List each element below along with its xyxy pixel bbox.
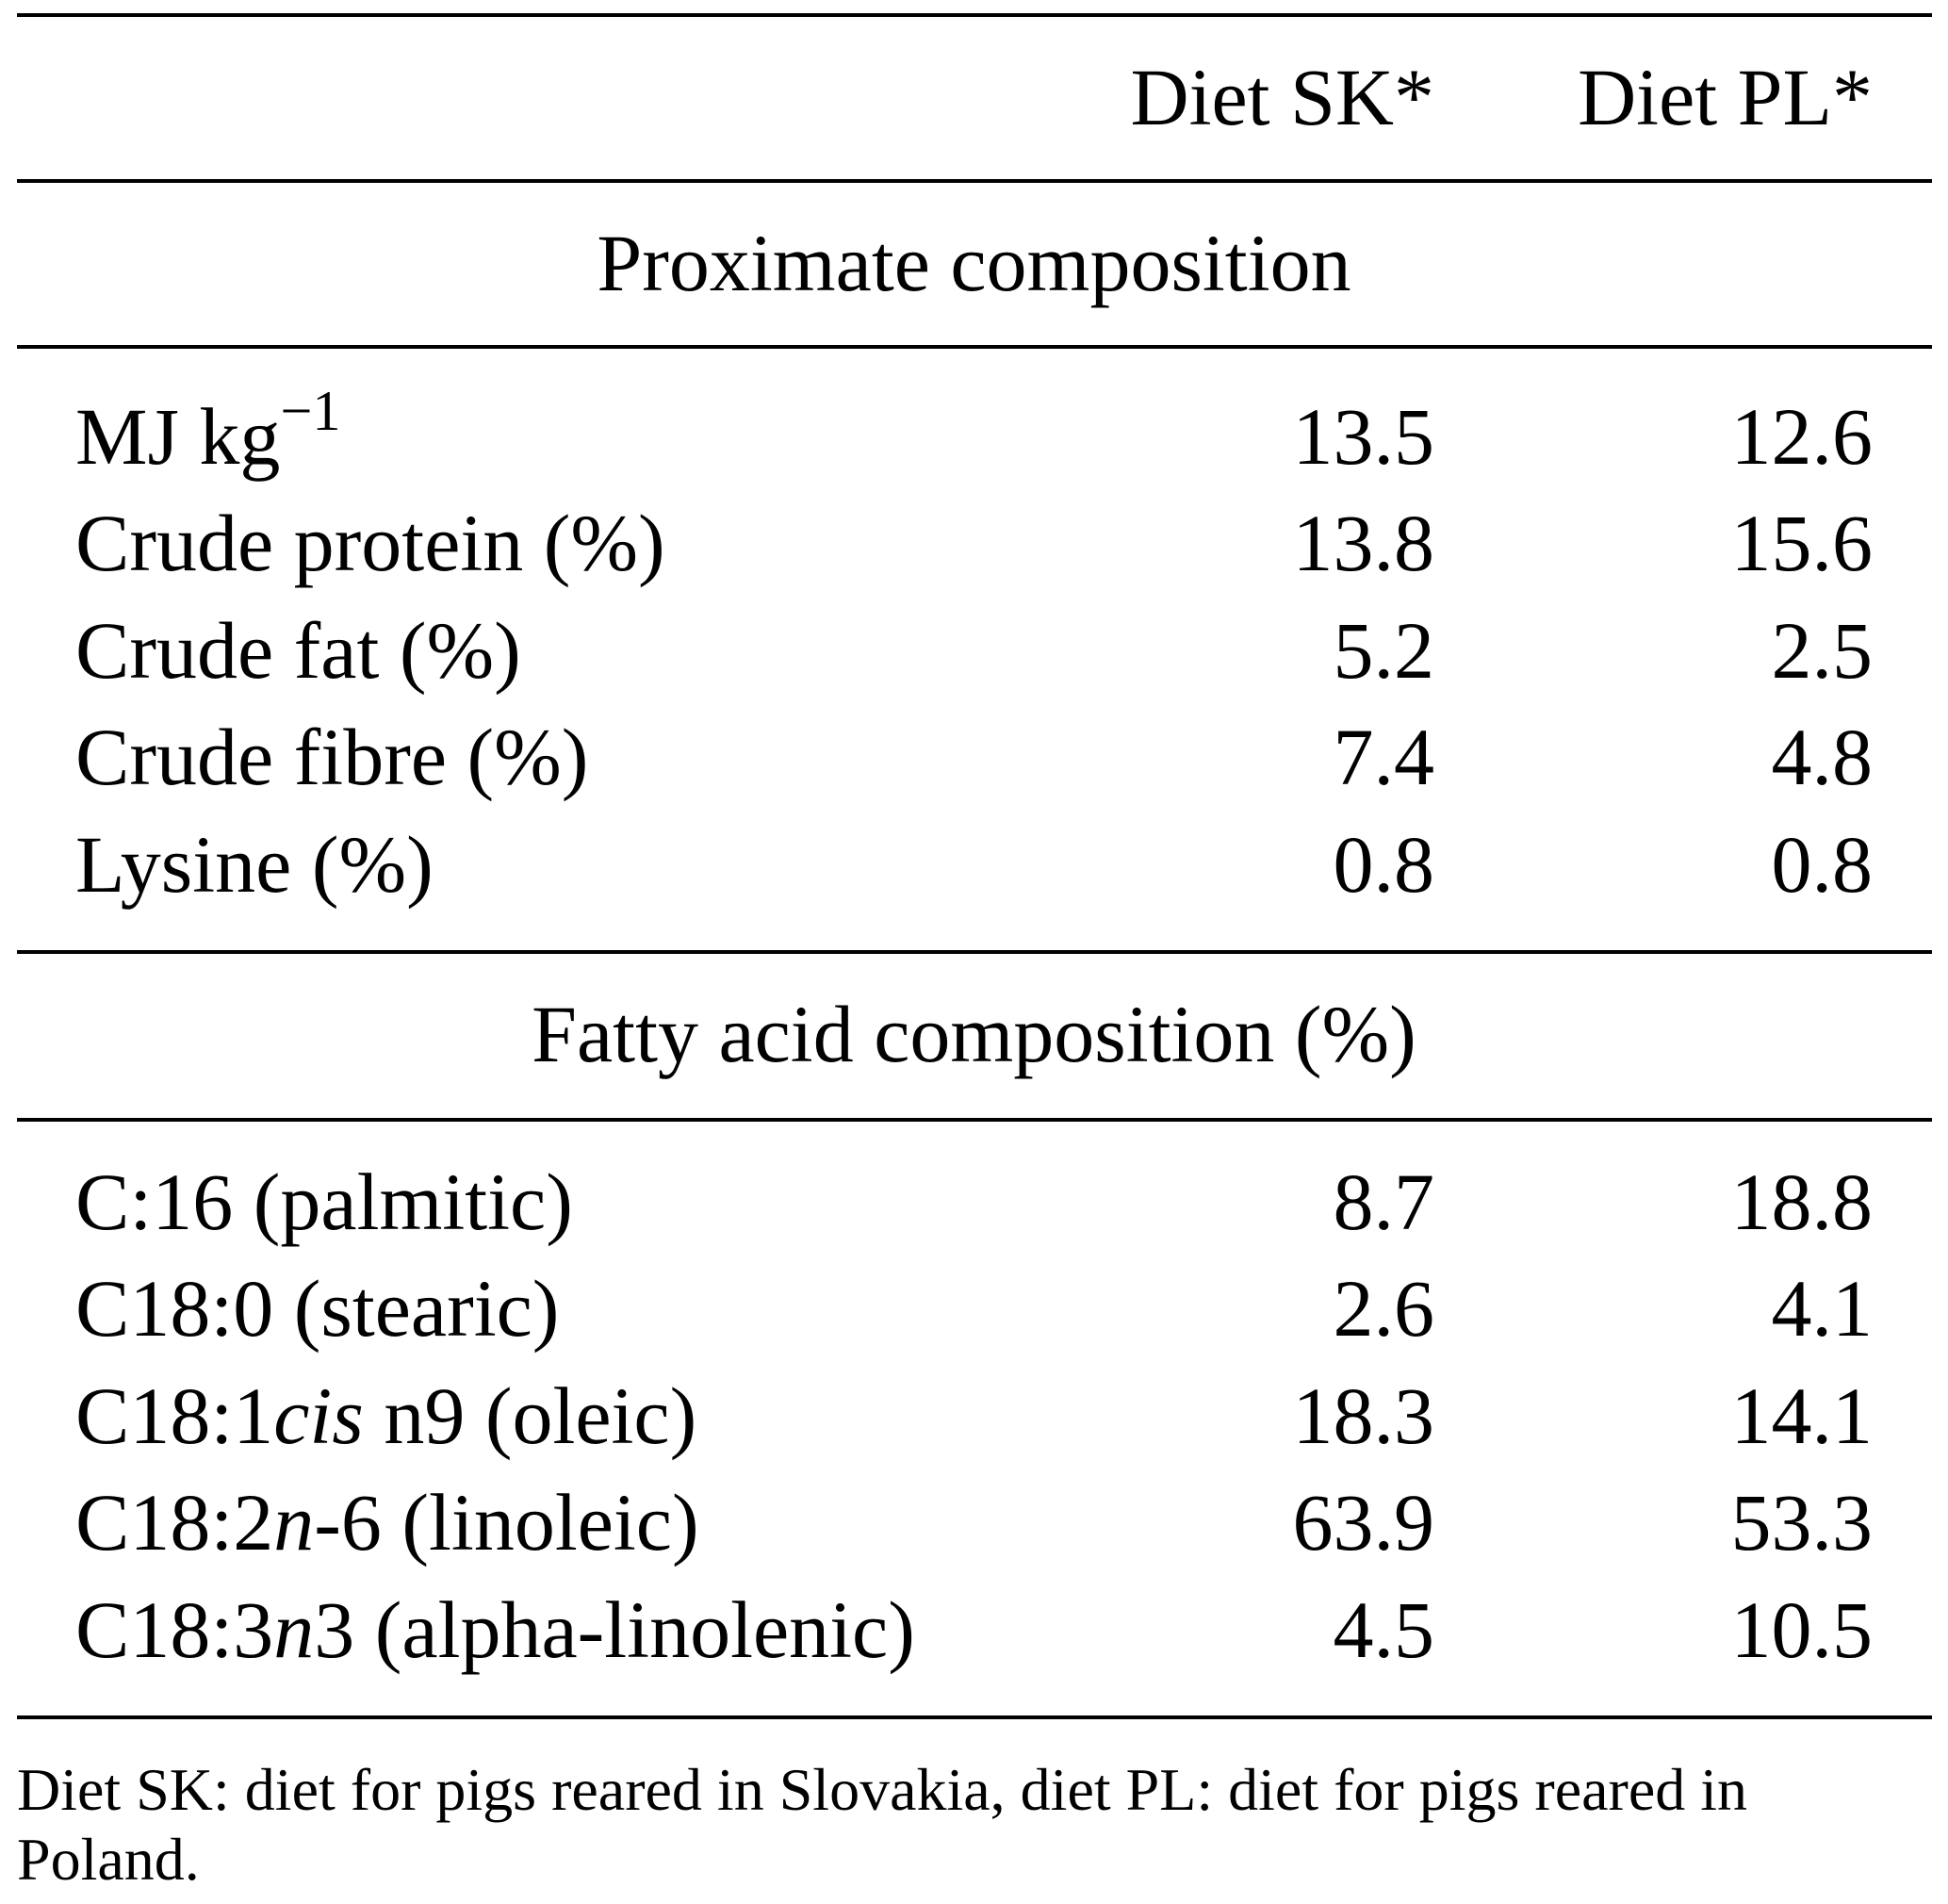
section-title-fatty-acid: Fatty acid composition (%): [532, 989, 1416, 1079]
row-label: MJ kg−1: [75, 379, 341, 482]
row-label: C18:2n-6 (linoleic): [75, 1477, 699, 1568]
value-diet-sk: 4.5: [1333, 1584, 1435, 1675]
value-diet-sk: 5.2: [1333, 605, 1435, 696]
row-label: C18:3n3 (alpha-linolenic): [75, 1584, 915, 1675]
value-diet-pl: 18.8: [1730, 1157, 1874, 1247]
value-diet-pl: 2.5: [1771, 605, 1874, 696]
row-label: Crude fibre (%): [75, 712, 589, 802]
value-diet-pl: 53.3: [1730, 1477, 1874, 1568]
column-header-diet-sk: Diet SK*: [1130, 52, 1435, 142]
table-bottom-rule: [17, 1715, 1932, 1719]
section-title-proximate: Proximate composition: [597, 218, 1351, 308]
section-2-top-rule: [17, 950, 1932, 954]
value-diet-sk: 13.8: [1292, 498, 1435, 588]
value-diet-pl: 4.8: [1771, 712, 1874, 802]
row-label: Crude protein (%): [75, 498, 665, 588]
section-2-title-rule: [17, 1118, 1932, 1122]
column-header-diet-pl: Diet PL*: [1578, 52, 1873, 142]
table-top-rule: [17, 13, 1932, 17]
section-1-title-rule: [17, 345, 1932, 349]
row-label: C:16 (palmitic): [75, 1157, 573, 1247]
header-bottom-rule: [17, 179, 1932, 183]
value-diet-sk: 18.3: [1292, 1371, 1435, 1461]
value-diet-pl: 12.6: [1730, 391, 1874, 482]
table-footnote: Diet SK: diet for pigs reared in Slovaki…: [17, 1756, 1747, 1894]
value-diet-sk: 7.4: [1333, 712, 1435, 802]
value-diet-pl: 10.5: [1730, 1584, 1874, 1675]
value-diet-pl: 14.1: [1730, 1371, 1874, 1461]
value-diet-pl: 4.1: [1771, 1263, 1874, 1354]
row-label: C18:0 (stearic): [75, 1263, 560, 1354]
value-diet-sk: 63.9: [1292, 1477, 1435, 1568]
value-diet-sk: 2.6: [1333, 1263, 1435, 1354]
row-label: Lysine (%): [75, 819, 434, 910]
value-diet-pl: 15.6: [1730, 498, 1874, 588]
value-diet-sk: 8.7: [1333, 1157, 1435, 1247]
row-label: Crude fat (%): [75, 605, 521, 696]
value-diet-pl: 0.8: [1771, 819, 1874, 910]
value-diet-sk: 0.8: [1333, 819, 1435, 910]
value-diet-sk: 13.5: [1292, 391, 1435, 482]
row-label: C18:1cis n9 (oleic): [75, 1371, 697, 1461]
